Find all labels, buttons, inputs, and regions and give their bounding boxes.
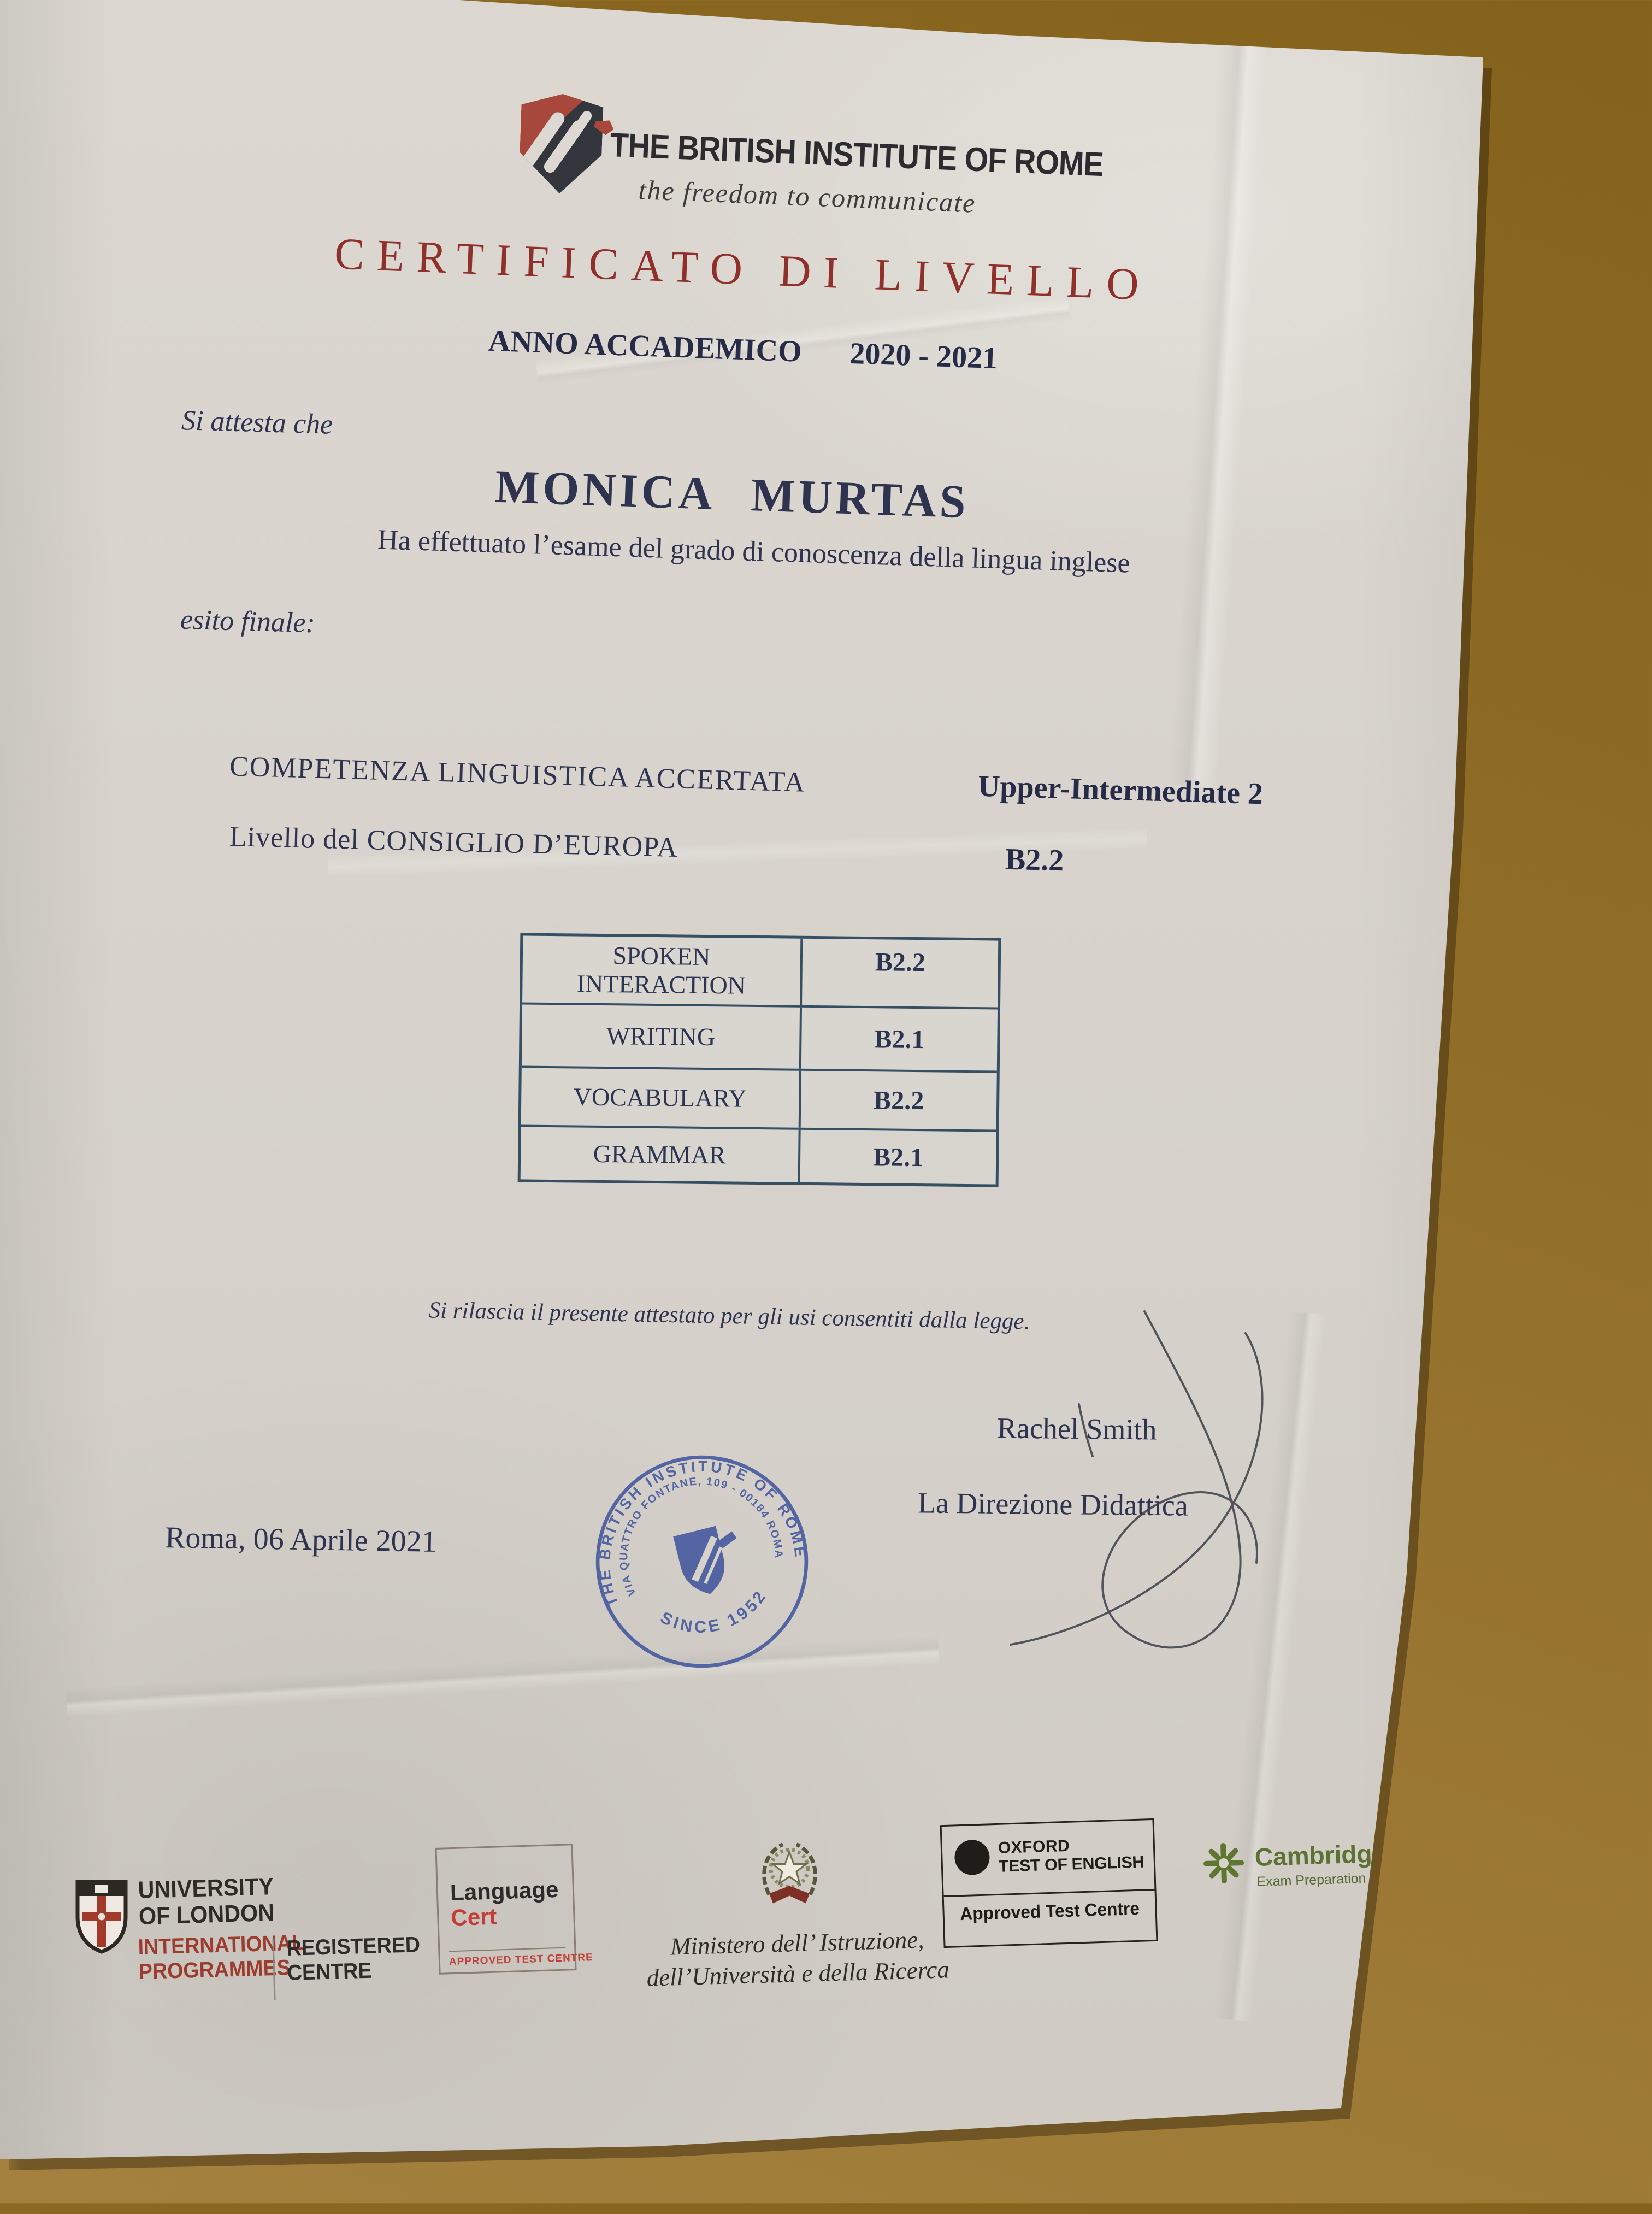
oxford-approved-test-centre: Approved Test Centre <box>959 1898 1140 1924</box>
svg-text:SINCE 1952: SINCE 1952 <box>654 1583 777 1648</box>
oxford-divider <box>943 1888 1155 1898</box>
skill-cell: GRAMMAR <box>520 1127 801 1182</box>
italian-republic-emblem-icon <box>762 1842 817 1904</box>
academic-year-value: 2020 - 2021 <box>849 336 999 376</box>
level-cell: B2.1 <box>874 1024 925 1054</box>
languagecert-approved: APPROVED TEST CENTRE <box>449 1952 594 1968</box>
table-row: GRAMMAR B2.1 <box>520 1124 996 1185</box>
uol-name: UNIVERSITY OF LONDON <box>137 1873 275 1930</box>
competence-value: Upper-Intermediate 2 <box>977 769 1264 811</box>
cefr-value: B2.2 <box>1005 842 1065 878</box>
scores-table: SPOKEN INTERACTION B2.2 WRITING B2.1 VOC… <box>517 933 1001 1187</box>
black-circle-icon <box>954 1839 990 1876</box>
level-cell: B2.2 <box>875 947 926 978</box>
cefr-label: Livello del CONSIGLIO D’EUROPA <box>229 821 678 864</box>
bir-shield-monogram-icon <box>518 92 604 195</box>
university-of-london-shield-icon <box>75 1880 128 1954</box>
cambridge-english-name: Cambridge English <box>1254 1835 1484 1871</box>
skill-cell: SPOKEN INTERACTION <box>522 935 803 1005</box>
green-petal-asterisk-icon <box>1203 1843 1244 1883</box>
oxford-test-of-english-badge: OXFORD TEST OF ENGLISH Approved Test Cen… <box>940 1818 1158 1948</box>
final-result-label: esito finale: <box>180 604 316 639</box>
certificate-title: CERTIFICATO DI LIVELLO <box>333 228 1153 310</box>
table-row: SPOKEN INTERACTION B2.2 <box>522 935 998 1007</box>
languagecert-divider <box>449 1947 566 1952</box>
table-row: WRITING B2.1 <box>521 1002 998 1071</box>
level-cell: B2.2 <box>873 1085 924 1115</box>
oxford-test-of-english: TEST OF ENGLISH <box>998 1853 1144 1876</box>
place-date: Roma, 06 Aprile 2021 <box>164 1521 438 1559</box>
oxford-word: OXFORD <box>998 1836 1070 1857</box>
uol-registered-centre: REGISTERED CENTRE <box>286 1933 421 1985</box>
attestation-label: Si attesta che <box>181 405 334 440</box>
competence-label: COMPETENZA LINGUISTICA ACCERTATA <box>229 751 806 798</box>
skill-cell: VOCABULARY <box>521 1068 801 1128</box>
skill-cell: WRITING <box>521 1004 803 1069</box>
table-row: VOCABULARY B2.2 <box>521 1065 997 1130</box>
bir-monogram-stripe <box>567 109 594 141</box>
round-ink-stamp-icon: THE BRITISH INSTITUTE OF ROME VIA QUATTR… <box>574 1435 811 1668</box>
paper-crease <box>1167 0 1275 788</box>
academic-year-line: ANNO ACCADEMICO 2020 - 2021 <box>262 315 1224 384</box>
cambridge-english-sub: Exam Preparation Centre <box>1256 1869 1411 1889</box>
institute-tagline: the freedom to communicate <box>638 174 977 219</box>
languagecert-word2: Cert <box>450 1903 498 1931</box>
handwritten-signature-strokes <box>1010 1310 1264 1649</box>
languagecert-word1: Language <box>450 1876 559 1906</box>
ministry-caption: Ministero dell’ Istruzione, dell’Univers… <box>646 1926 950 1992</box>
academic-year-label: ANNO ACCADEMICO <box>487 323 803 369</box>
uol-international-programmes: INTERNATIONAL PROGRAMMES <box>138 1930 305 1984</box>
level-cell: B2.1 <box>872 1142 924 1172</box>
stamp-since-text: SINCE 1952 <box>654 1583 777 1648</box>
languagecert-badge: Language Cert APPROVED TEST CENTRE <box>435 1844 593 1975</box>
